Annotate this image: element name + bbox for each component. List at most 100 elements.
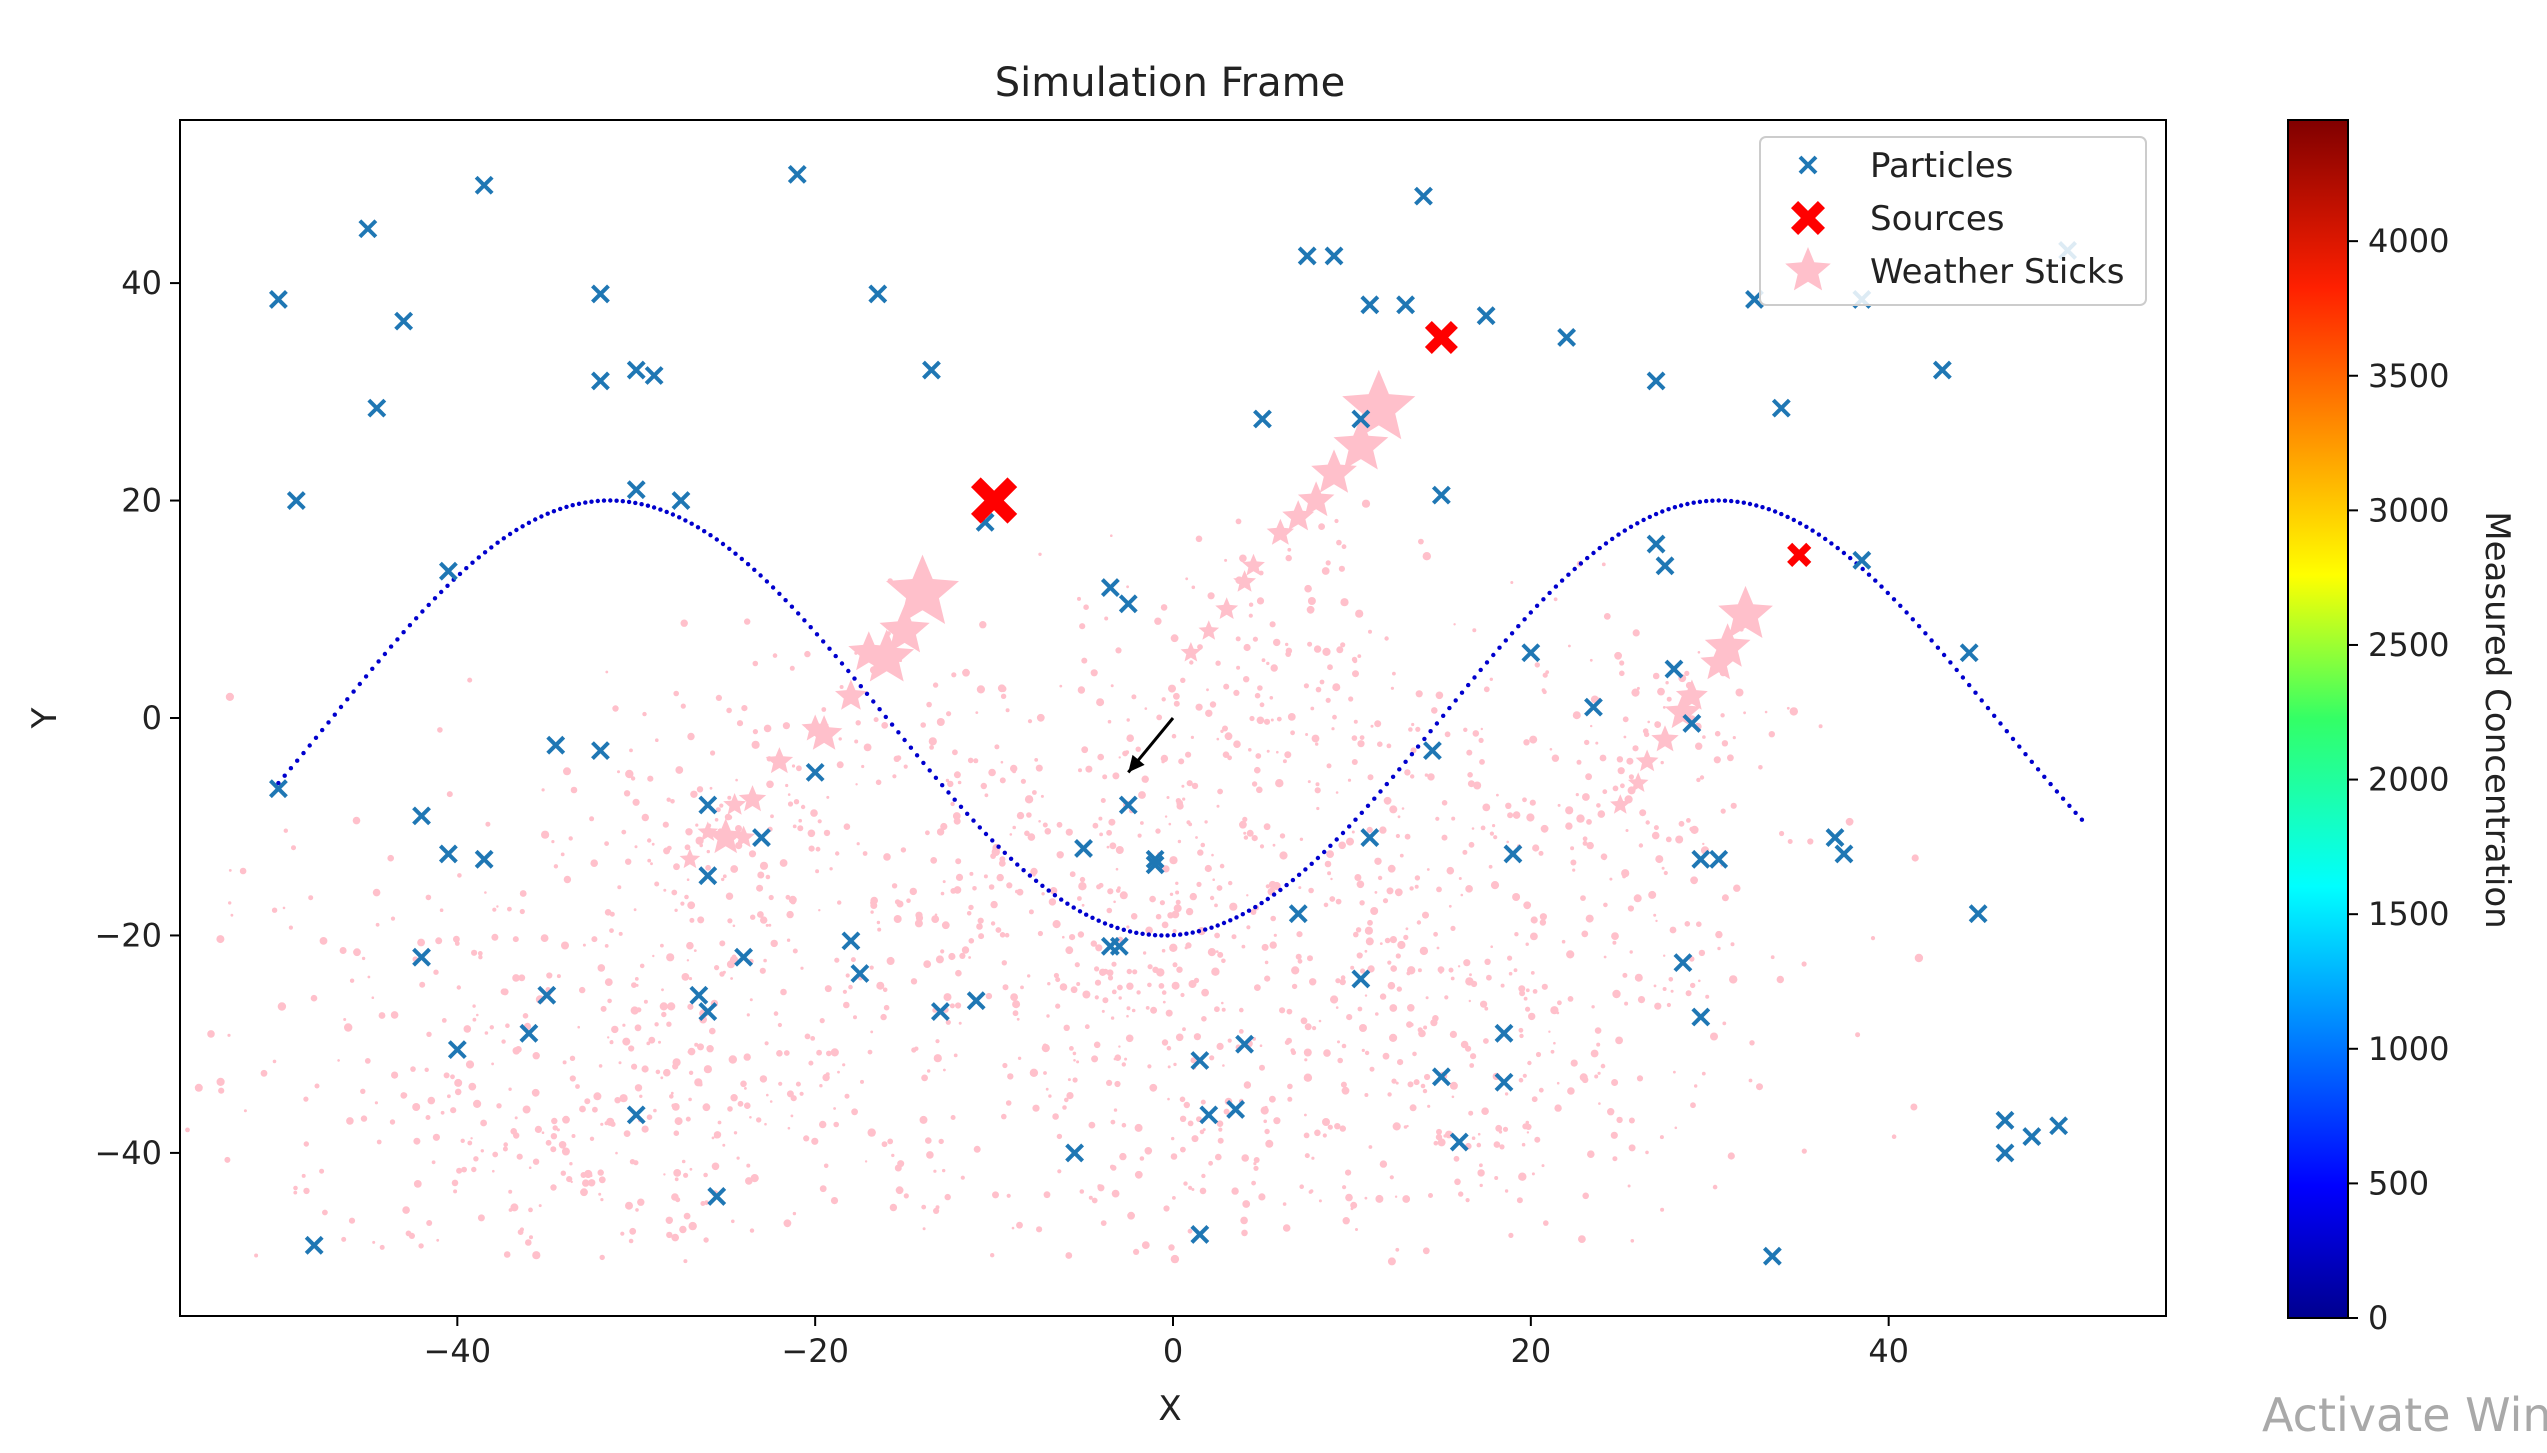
weather-stick-dot xyxy=(1538,850,1544,856)
weather-stick-dot xyxy=(1015,889,1019,894)
weather-stick-dot xyxy=(1572,868,1576,872)
weather-stick-dot xyxy=(1332,683,1341,692)
weather-stick-dot xyxy=(785,783,789,788)
weather-stick-dot xyxy=(1209,701,1217,708)
weather-stick-dot xyxy=(976,685,986,694)
weather-stick-dot xyxy=(1614,651,1622,660)
trajectory-point xyxy=(752,567,757,572)
trajectory-point xyxy=(1121,927,1127,932)
weather-stick-dot xyxy=(647,838,652,843)
weather-stick-dot xyxy=(639,963,645,969)
weather-stick-dot xyxy=(614,1097,621,1104)
weather-stick-dot xyxy=(1357,1006,1363,1012)
weather-stick-dot xyxy=(1263,823,1271,831)
particle-marker xyxy=(1762,1246,1782,1266)
weather-stick-dot xyxy=(1660,760,1664,765)
trajectory-point xyxy=(1146,932,1152,937)
weather-stick-dot xyxy=(1387,981,1396,990)
weather-stick-dot xyxy=(1551,754,1560,762)
weather-stick-dot xyxy=(727,1106,733,1112)
weather-stick-dot xyxy=(922,1227,926,1231)
weather-stick-dot xyxy=(1748,1078,1753,1083)
trajectory-point xyxy=(1491,652,1496,658)
weather-stick-dot xyxy=(695,836,704,845)
particle-marker xyxy=(519,1023,539,1043)
trajectory-point xyxy=(1948,660,1953,665)
weather-stick-dot xyxy=(880,1013,887,1021)
weather-stick-dot xyxy=(969,871,974,876)
weather-stick-dot xyxy=(1215,1153,1222,1161)
particle-marker xyxy=(1118,594,1138,614)
weather-stick-dot xyxy=(344,1023,353,1032)
weather-stick-dot xyxy=(1698,979,1701,983)
weather-stick-marker xyxy=(1635,749,1659,772)
weather-stick-dot xyxy=(461,1166,467,1173)
weather-stick-dot xyxy=(1654,721,1660,727)
weather-stick-dot xyxy=(1222,751,1230,758)
weather-stick-dot xyxy=(990,900,998,909)
weather-stick-marker xyxy=(1627,772,1649,792)
weather-stick-dot xyxy=(390,916,396,921)
trajectory-point xyxy=(1973,690,1978,695)
weather-stick-dot xyxy=(1582,840,1588,846)
weather-stick-dot xyxy=(769,1100,773,1103)
weather-stick-dot xyxy=(877,927,882,932)
trajectory-point xyxy=(639,502,644,507)
weather-stick-dot xyxy=(1603,955,1607,959)
weather-stick-dot xyxy=(1518,985,1526,993)
weather-stick-dot xyxy=(592,1106,598,1113)
weather-stick-dot xyxy=(1818,724,1823,729)
weather-stick-dot xyxy=(1484,1006,1489,1011)
weather-stick-dot xyxy=(1346,837,1354,846)
weather-stick-dot xyxy=(1612,785,1619,792)
weather-stick-dot xyxy=(929,745,934,750)
weather-stick-dot xyxy=(1705,994,1710,999)
weather-stick-dot xyxy=(1005,708,1010,713)
weather-stick-dot xyxy=(1168,684,1176,693)
weather-stick-dot xyxy=(1175,798,1182,804)
weather-stick-dot xyxy=(1611,932,1619,940)
trajectory-point xyxy=(702,529,707,534)
weather-stick-dot xyxy=(711,1136,715,1140)
weather-stick-dot xyxy=(861,764,865,769)
weather-stick-dot xyxy=(1318,1019,1322,1023)
weather-stick-dot xyxy=(503,1251,511,1258)
weather-stick-dot xyxy=(1134,1123,1143,1132)
weather-stick-dot xyxy=(732,924,736,928)
weather-stick-dot xyxy=(1112,772,1120,780)
weather-stick-dot xyxy=(1364,1196,1368,1200)
weather-stick-dot xyxy=(826,1050,832,1057)
weather-stick-dot xyxy=(412,1103,421,1111)
weather-stick-dot xyxy=(1541,983,1548,990)
weather-stick-dot xyxy=(1439,970,1443,974)
weather-stick-dot xyxy=(1624,1001,1629,1006)
weather-stick-dot xyxy=(1315,742,1319,746)
weather-stick-dot xyxy=(1392,1122,1401,1131)
weather-stick-dot xyxy=(1206,688,1209,692)
weather-stick-dot xyxy=(337,1059,340,1062)
weather-stick-dot xyxy=(919,1115,928,1124)
weather-stick-dot xyxy=(1675,835,1684,844)
weather-stick-dot xyxy=(1090,940,1098,947)
trajectory-point xyxy=(1246,908,1252,913)
particle-marker xyxy=(1351,969,1371,989)
weather-stick-dot xyxy=(628,1045,635,1052)
weather-stick-dot xyxy=(1435,1133,1443,1141)
weather-stick-dot xyxy=(949,1003,955,1009)
trajectory-point xyxy=(1466,682,1471,688)
weather-stick-dot xyxy=(1465,1045,1472,1052)
weather-stick-dot xyxy=(1603,902,1608,908)
weather-stick-dot xyxy=(1576,759,1582,765)
weather-stick-dot xyxy=(1341,544,1347,550)
weather-stick-dot xyxy=(1309,978,1317,986)
weather-stick-dot xyxy=(1480,1000,1488,1008)
weather-stick-dot xyxy=(1367,774,1374,781)
weather-stick-dot xyxy=(529,1235,533,1240)
weather-stick-dot xyxy=(1181,784,1185,788)
weather-stick-dot xyxy=(629,1227,637,1235)
particle-marker xyxy=(1494,1023,1514,1043)
weather-stick-dot xyxy=(1379,942,1383,945)
weather-stick-dot xyxy=(1448,904,1452,908)
weather-stick-dot xyxy=(1190,735,1194,740)
weather-stick-dot xyxy=(1312,1026,1317,1031)
